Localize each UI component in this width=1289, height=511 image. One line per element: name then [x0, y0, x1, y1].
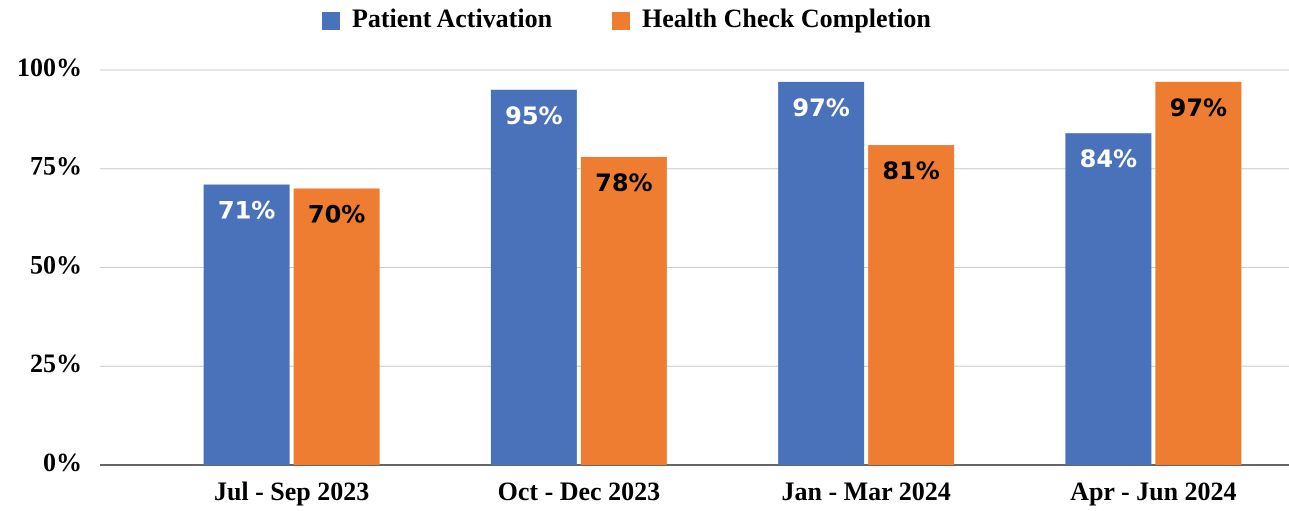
x-tick-label: Oct - Dec 2023	[498, 477, 660, 506]
bar	[778, 81, 865, 465]
bar	[580, 156, 667, 465]
bar	[868, 145, 955, 466]
bar	[293, 188, 380, 465]
x-tick-label: Jan - Mar 2024	[782, 477, 951, 506]
y-tick-label: 100%	[17, 53, 82, 82]
y-tick-label: 0%	[43, 448, 82, 477]
y-tick-label: 25%	[30, 349, 82, 378]
bar	[490, 89, 577, 465]
legend-label: Health Check Completion	[642, 4, 931, 33]
value-label: 70%	[308, 201, 365, 229]
y-tick-label: 75%	[30, 152, 82, 181]
value-label: 97%	[1170, 94, 1227, 122]
value-label: 78%	[595, 169, 652, 197]
x-tick-label: Apr - Jun 2024	[1070, 477, 1236, 506]
value-label: 95%	[505, 102, 562, 130]
legend-swatch	[322, 12, 340, 30]
value-label: 84%	[1080, 145, 1137, 173]
value-label: 81%	[882, 157, 939, 185]
bar	[1065, 133, 1152, 465]
bar	[203, 184, 290, 466]
y-tick-label: 50%	[30, 250, 82, 279]
legend-label: Patient Activation	[352, 4, 553, 33]
x-tick-label: Jul - Sep 2023	[214, 477, 369, 506]
value-label: 97%	[792, 94, 849, 122]
value-label: 71%	[218, 197, 275, 225]
legend-swatch	[612, 12, 630, 30]
bar	[1155, 81, 1242, 465]
